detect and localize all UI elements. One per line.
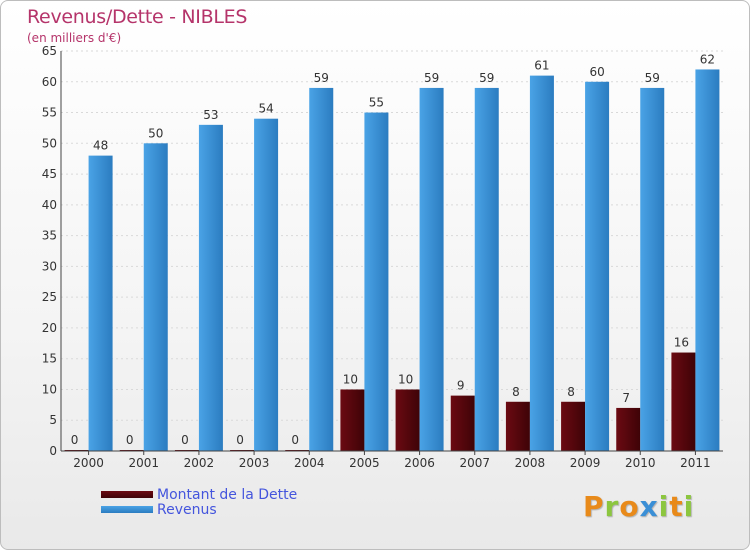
data-label-revenus: 50 (148, 126, 163, 140)
logo-letter: o (619, 490, 640, 523)
logo-letter: r (604, 490, 620, 523)
grid-lines (61, 50, 723, 452)
data-label-dette: 7 (622, 391, 630, 405)
bar-revenus (198, 124, 223, 451)
bar-dette (395, 389, 420, 451)
bar-dette (561, 401, 586, 451)
data-label-dette: 10 (343, 372, 358, 386)
bar-revenus (585, 81, 610, 452)
data-label-revenus: 48 (93, 139, 108, 153)
bar-revenus (254, 118, 279, 451)
y-tick-label: 25 (42, 290, 57, 304)
x-tick-label: 2002 (184, 456, 215, 470)
logo-letter: x (639, 490, 659, 523)
bar-revenus (143, 143, 168, 452)
data-label-dette: 10 (398, 372, 413, 386)
legend-item-revenus: Revenus (101, 501, 297, 518)
data-label-revenus: 54 (258, 102, 273, 116)
data-label-dette: 9 (457, 379, 465, 393)
logo-letter: P (583, 490, 605, 523)
bar-revenus (419, 87, 444, 451)
data-label-dette: 0 (71, 433, 79, 447)
x-tick-label: 2008 (515, 456, 546, 470)
y-tick-label: 0 (49, 444, 57, 458)
x-tick-label: 2007 (459, 456, 490, 470)
y-tick-label: 55 (42, 106, 57, 120)
bar-dette (340, 389, 365, 451)
x-tick-label: 2005 (349, 456, 380, 470)
x-tick-label: 2003 (239, 456, 270, 470)
x-tick-label: 2009 (570, 456, 601, 470)
data-labels: 0 48 0 50 0 53 0 54 0 59 10 55 10 59 9 59 8 61 8 60 7 59 16 62 (71, 52, 715, 447)
bar-revenus (364, 112, 389, 452)
legend-item-dette: Montant de la Dette (101, 486, 298, 503)
legend-swatch-dette (101, 491, 153, 498)
bar-revenus (474, 87, 499, 451)
data-label-dette: 0 (126, 433, 134, 447)
data-label-revenus: 59 (314, 71, 329, 85)
x-tick-label: 2000 (73, 456, 104, 470)
bar-dette (616, 407, 641, 451)
data-label-revenus: 59 (645, 71, 660, 85)
x-tick-label: 2010 (625, 456, 656, 470)
data-label-dette: 0 (236, 433, 244, 447)
x-tick-label: 2001 (128, 456, 159, 470)
y-tick-label: 15 (42, 352, 57, 366)
y-tick-label: 35 (42, 229, 57, 243)
data-label-revenus: 55 (369, 96, 384, 110)
data-label-dette: 0 (181, 433, 189, 447)
logo-letter: i (658, 490, 670, 523)
data-label-revenus: 53 (203, 108, 218, 122)
data-label-revenus: 62 (700, 52, 715, 66)
bar-dette (671, 352, 696, 451)
proxiti-logo: Proxiti (583, 490, 694, 523)
bar-revenus (529, 75, 554, 451)
data-label-revenus: 60 (589, 65, 604, 79)
logo-letter: i (683, 490, 695, 523)
bar-revenus (695, 69, 720, 451)
y-tick-label: 20 (42, 321, 57, 335)
x-tick-label: 2006 (404, 456, 435, 470)
logo-letter: t (669, 490, 684, 523)
chart-title: Revenus/Dette - NIBLES (27, 6, 248, 28)
data-label-dette: 16 (674, 336, 689, 350)
legend-label-dette: Montant de la Dette (157, 486, 298, 503)
data-label-dette: 8 (512, 385, 520, 399)
bar-dette (505, 401, 530, 451)
bar-dette (450, 395, 475, 451)
y-tick-label: 65 (42, 44, 57, 58)
legend-swatch-revenus (101, 506, 153, 513)
bar-revenus (88, 155, 113, 451)
bars (64, 69, 720, 452)
legend: Montant de la Dette Revenus (101, 486, 298, 518)
y-tick-label: 10 (42, 382, 57, 396)
bar-revenus (640, 87, 665, 451)
y-tick-label: 30 (42, 259, 57, 273)
data-label-dette: 8 (567, 385, 575, 399)
y-tick-label: 5 (49, 413, 57, 427)
data-label-dette: 0 (291, 433, 299, 447)
bar-revenus (309, 87, 334, 451)
data-label-revenus: 59 (479, 71, 494, 85)
y-tick-label: 60 (42, 75, 57, 89)
data-label-revenus: 59 (424, 71, 439, 85)
y-tick-label: 45 (42, 167, 57, 181)
x-tick-label: 2011 (680, 456, 711, 470)
x-tick-label: 2004 (294, 456, 325, 470)
data-label-revenus: 61 (534, 59, 549, 73)
y-tick-label: 40 (42, 198, 57, 212)
chart-subtitle: (en milliers d'€) (27, 31, 122, 45)
legend-label-revenus: Revenus (157, 501, 217, 518)
y-tick-label: 50 (42, 136, 57, 150)
